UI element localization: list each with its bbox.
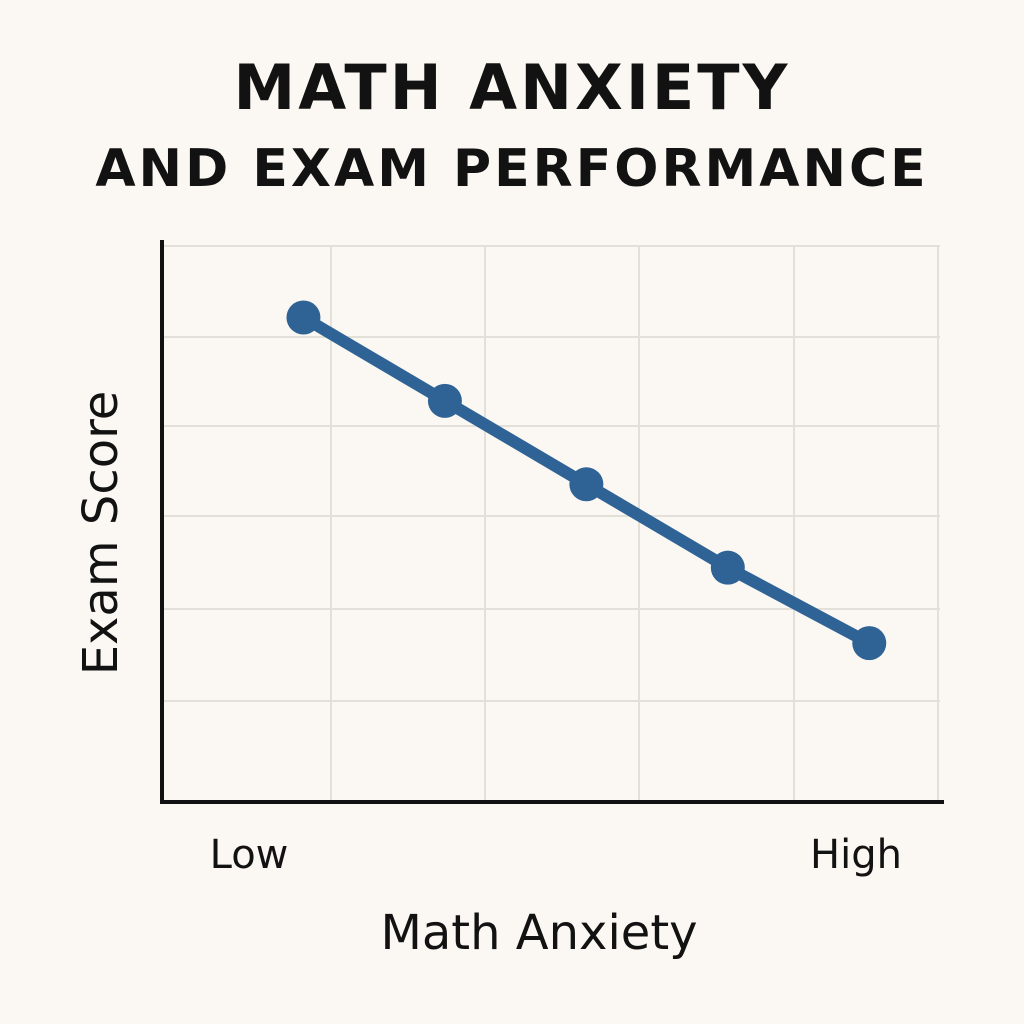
data-point [852, 626, 887, 661]
chart-subtitle: AND EXAM PERFORMANCE [95, 139, 929, 199]
y-axis-title: Exam Score [73, 391, 129, 676]
data-point [286, 300, 321, 335]
data-point [427, 383, 462, 418]
data-point [710, 550, 745, 585]
data-point [569, 467, 604, 502]
grid [162, 245, 940, 802]
series-layer [286, 300, 887, 661]
x-axis-title: Math Anxiety [380, 905, 697, 961]
chart-title: MATH ANXIETY [233, 51, 791, 124]
x-tick-label-low: Low [210, 832, 289, 878]
x-tick-label-high: High [810, 832, 902, 878]
